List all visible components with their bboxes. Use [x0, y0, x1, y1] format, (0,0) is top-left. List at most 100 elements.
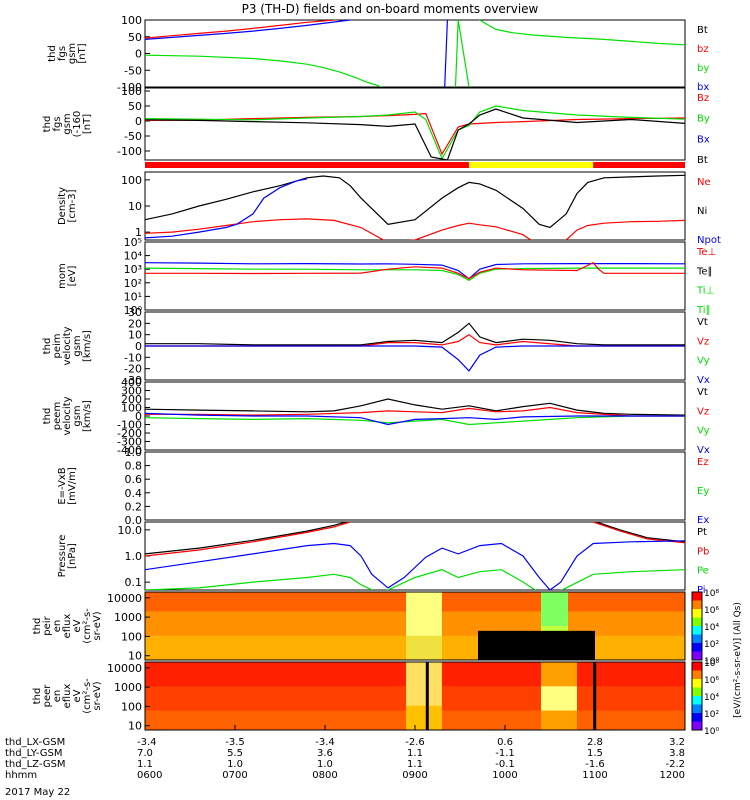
- heatmap-cell: [460, 725, 470, 730]
- y-axis-label: [nPa]: [67, 543, 78, 569]
- heatmap-cell: [604, 700, 614, 707]
- heatmap-cell: [532, 676, 542, 682]
- heatmap-cell: [613, 601, 623, 608]
- heatmap-cell: [451, 676, 461, 682]
- legend-entry: bx: [697, 82, 709, 93]
- heatmap-cell: [568, 640, 578, 646]
- heatmap-cell: [316, 681, 326, 687]
- heatmap-cell: [271, 666, 281, 673]
- heatmap-cell: [379, 601, 389, 608]
- series-Vx: [145, 345, 685, 372]
- heatmap-cell: [586, 700, 596, 707]
- y-tick-label: -100: [117, 145, 142, 158]
- y-axis-label: [eV]: [67, 266, 78, 287]
- heatmap-cell: [316, 650, 326, 656]
- heatmap-cell: [145, 630, 155, 637]
- heatmap-cell: [217, 720, 227, 726]
- heatmap-cell: [496, 606, 506, 612]
- heatmap-cell: [541, 715, 551, 721]
- heatmap-cell: [649, 616, 659, 622]
- heatmap-cell: [334, 640, 344, 646]
- y-tick-label: 10: [128, 720, 142, 733]
- heatmap-cell: [280, 655, 290, 660]
- heatmap-cell: [604, 621, 614, 627]
- panel-frame: [144, 451, 686, 521]
- colorbar-cell: [692, 721, 702, 731]
- heatmap-cell: [361, 725, 371, 730]
- heatmap-cell: [451, 640, 461, 646]
- heatmap-cell: [649, 621, 659, 627]
- legend-entry: Pi: [697, 585, 706, 596]
- heatmap-cell: [406, 635, 416, 642]
- heatmap-cell: [217, 705, 227, 712]
- heatmap-cell: [658, 710, 668, 716]
- heatmap-cell: [244, 662, 254, 668]
- heatmap-cell: [361, 606, 371, 612]
- heatmap-cell: [343, 621, 353, 627]
- heatmap-cell: [217, 592, 227, 598]
- heatmap-cell: [469, 720, 479, 726]
- heatmap-cell: [262, 635, 272, 642]
- heatmap-cell: [451, 606, 461, 612]
- heatmap-cell: [496, 621, 506, 627]
- heatmap-cell: [460, 621, 470, 627]
- heatmap-cell: [469, 700, 479, 707]
- x-row-value: -3.4: [315, 737, 335, 748]
- heatmap-cell: [226, 666, 236, 673]
- y-tick-label: -100: [117, 419, 142, 432]
- y-tick-label: 0.1: [125, 576, 143, 589]
- heatmap-cell: [343, 630, 353, 637]
- legend-entry: Vt: [697, 387, 708, 398]
- colorbar-cell: [692, 704, 702, 714]
- heatmap-cell: [298, 666, 308, 673]
- heatmap-cell: [145, 640, 155, 646]
- heatmap-cell: [397, 606, 407, 612]
- heatmap-cell: [334, 596, 344, 603]
- heatmap-cell: [649, 725, 659, 730]
- heatmap-cell: [316, 691, 326, 697]
- heatmap-cell: [154, 630, 164, 637]
- heatmap-cell: [505, 601, 515, 608]
- heatmap-cell: [577, 621, 587, 627]
- heatmap-cell: [514, 686, 524, 692]
- heatmap-cell: [604, 705, 614, 712]
- y-tick-label: 10: [128, 200, 142, 213]
- heatmap-cell: [415, 691, 425, 697]
- y-tick-label: 10.0: [118, 524, 143, 537]
- heatmap-cell: [145, 671, 155, 678]
- heatmap-cell: [172, 681, 182, 687]
- heatmap-cell: [226, 691, 236, 697]
- heatmap-cell: [181, 616, 191, 622]
- heatmap-cell: [262, 725, 272, 730]
- heatmap-cell: [325, 676, 335, 682]
- heatmap-cell: [460, 645, 470, 651]
- heatmap-cell: [325, 621, 335, 627]
- heatmap-cell: [676, 606, 685, 612]
- heatmap-cell: [631, 655, 641, 660]
- heatmap-cell: [496, 645, 506, 651]
- heatmap-cell: [379, 635, 389, 642]
- heatmap-cell: [442, 592, 452, 598]
- heatmap-cell: [235, 666, 245, 673]
- heatmap-cell: [442, 645, 452, 651]
- heatmap-cell: [604, 606, 614, 612]
- heatmap-cell: [244, 626, 254, 632]
- panel-frame: [144, 241, 686, 311]
- heatmap-cell: [523, 645, 533, 651]
- heatmap-cell: [523, 635, 533, 642]
- heatmap-cell: [649, 626, 659, 632]
- heatmap-cell: [298, 616, 308, 622]
- heatmap-cell: [451, 650, 461, 656]
- heatmap-cell: [334, 710, 344, 716]
- heatmap-cell: [199, 686, 209, 692]
- y-tick-label: 1.0: [125, 446, 143, 459]
- heatmap-cell: [289, 592, 299, 598]
- heatmap-cell: [271, 681, 281, 687]
- heatmap-cell: [595, 705, 605, 712]
- heatmap-cell: [550, 666, 560, 673]
- heatmap-cell: [442, 655, 452, 660]
- heatmap-cell: [163, 681, 173, 687]
- heatmap-cell: [244, 596, 254, 603]
- heatmap-cell: [199, 705, 209, 712]
- heatmap-cell: [424, 645, 434, 651]
